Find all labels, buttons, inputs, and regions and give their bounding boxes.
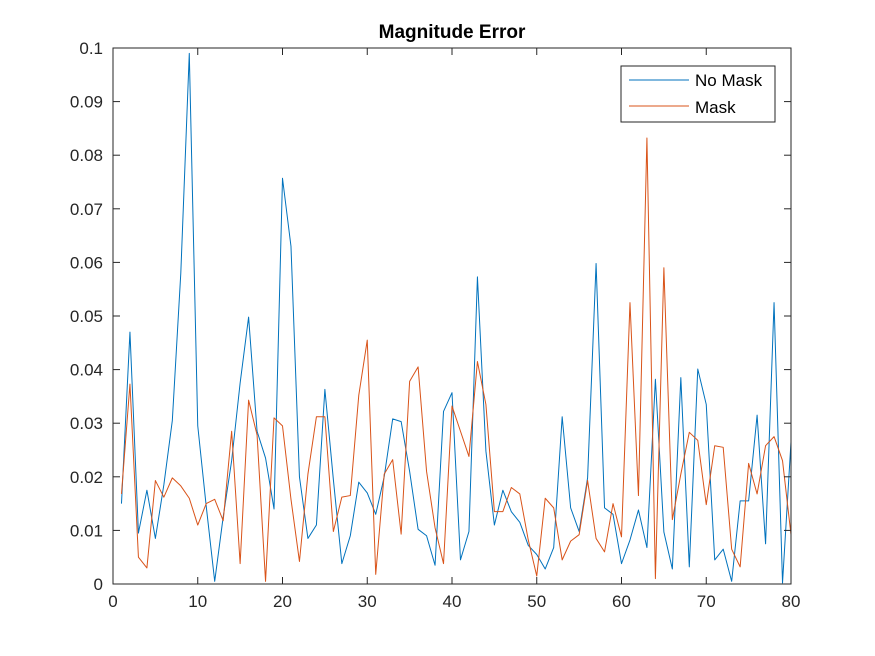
legend-box [620,65,776,123]
series-line-mask [120,137,792,582]
y-tick-label: 0.08 [70,146,103,165]
y-tick-label: 0.1 [79,39,103,58]
x-tick-label: 10 [188,592,207,611]
x-tick-label: 70 [697,592,716,611]
legend-label-no-mask: No Mask [695,71,763,90]
y-tick-label: 0.06 [70,253,103,272]
y-tick-label: 0.05 [70,307,103,326]
legend-label-mask: Mask [695,98,736,117]
x-tick-label: 20 [273,592,292,611]
x-tick-label: 50 [527,592,546,611]
y-tick-label: 0.04 [70,361,103,380]
y-axis-ticks: 0 0.01 0.02 0.03 0.04 0.05 0.06 0.07 0.08 0.09 0.1 [70,39,791,594]
plot-area [113,48,791,584]
x-tick-label: 80 [782,592,801,611]
x-tick-label: 60 [612,592,631,611]
y-tick-label: 0.03 [70,414,103,433]
y-tick-label: 0.09 [70,93,103,112]
y-tick-label: 0 [94,575,103,594]
y-tick-label: 0.02 [70,468,103,487]
series-layer [120,52,792,584]
y-tick-label: 0.07 [70,200,103,219]
x-tick-label: 30 [358,592,377,611]
y-tick-label: 0.01 [70,521,103,540]
chart-title: Magnitude Error [379,22,526,43]
legend[interactable]: No Mask Mask [620,65,776,123]
x-tick-label: 40 [443,592,462,611]
x-tick-label: 0 [108,592,117,611]
x-axis-ticks: 0 10 20 30 40 50 60 70 80 [108,48,800,611]
